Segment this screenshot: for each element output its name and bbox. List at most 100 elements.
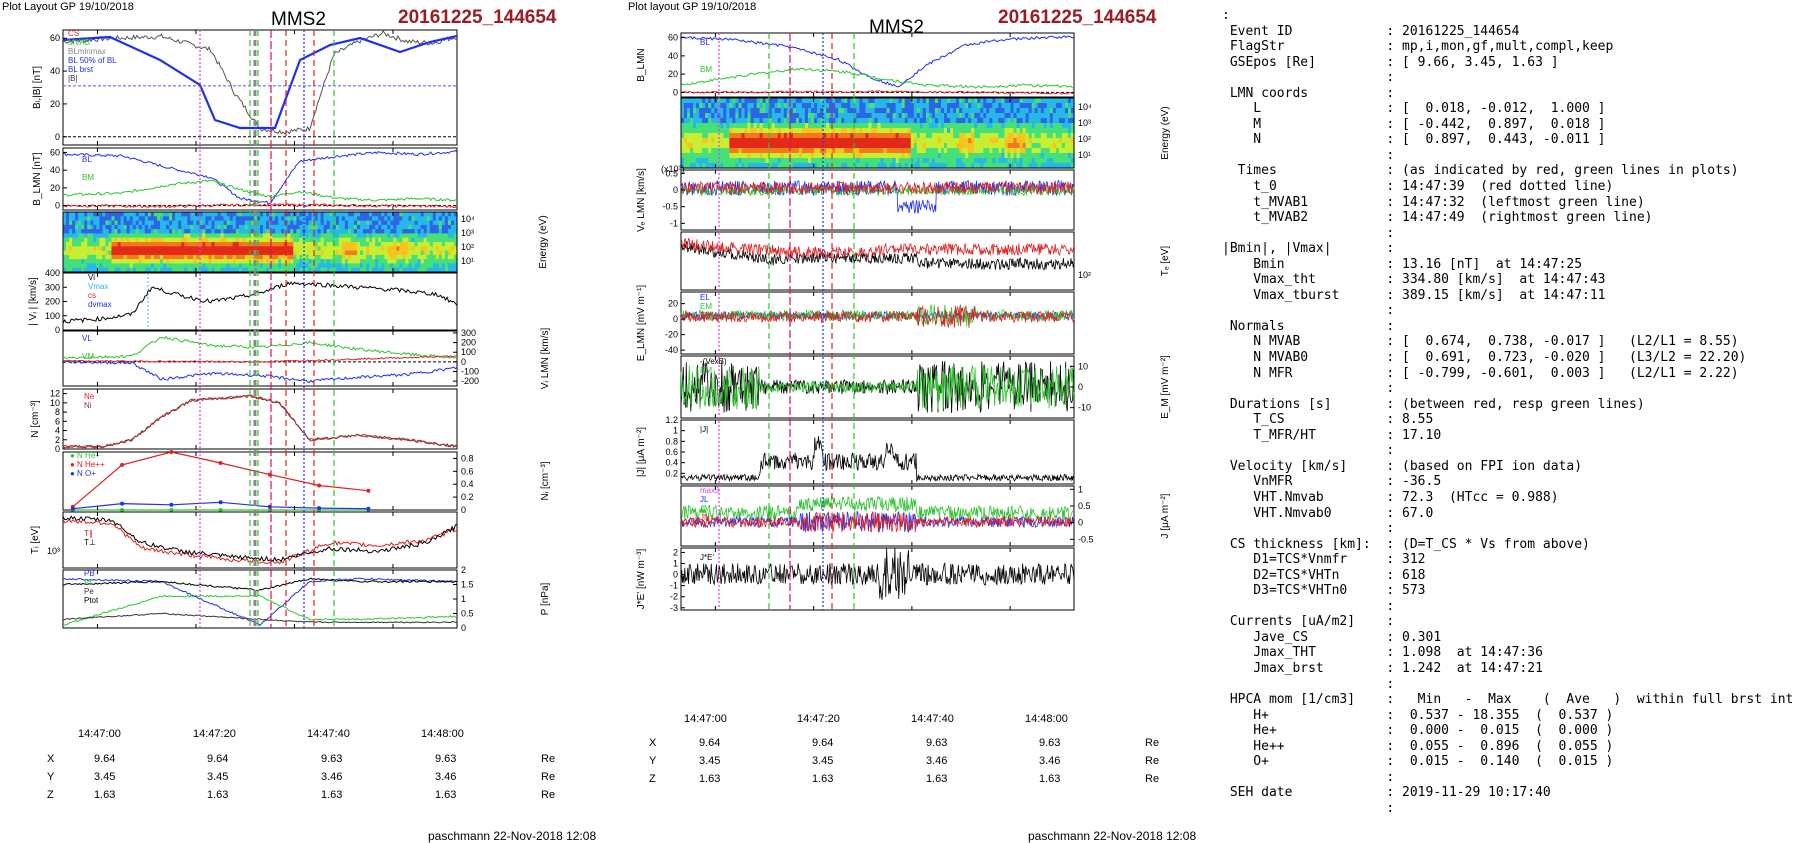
info-line: LMN coords : <box>1222 85 1395 101</box>
legend-entry: JM <box>700 504 711 513</box>
info-line: T_CS : 8.55 <box>1222 412 1434 428</box>
legend-entry: BL <box>82 155 92 164</box>
spectrogram-frame <box>680 97 1075 169</box>
hpca-point <box>169 502 174 507</box>
left-row-x-v2: 9.64 <box>207 753 229 765</box>
panel-ion-spectrogram <box>63 212 458 273</box>
legend-entry: T∥ <box>84 529 93 538</box>
left-row-x-v1: 9.64 <box>94 753 116 765</box>
mid-panel-electron-spectrogram <box>681 98 1075 169</box>
legend-entry: cs <box>88 291 96 300</box>
info-line: GSEpos [Re] : [ 9.66, 3.45, 1.63 ] <box>1222 54 1559 70</box>
series-line-t- <box>62 515 458 562</box>
tick-label: 0.6 <box>461 466 474 476</box>
tick-label: 8 <box>55 407 60 417</box>
bl-smooth-line <box>62 34 458 130</box>
info-line: t_MVAB1 : 14:47:32 (leftmost green line) <box>1222 194 1645 210</box>
legend-entry: Ne <box>84 392 95 401</box>
tick-label: 0 <box>673 185 678 195</box>
series-line-bn <box>62 202 458 209</box>
left-row-x-unit: Re <box>541 753 556 765</box>
tick-label: 10¹ <box>461 256 474 266</box>
tick-label: -100 <box>461 367 479 377</box>
tick-label: 0 <box>1078 382 1083 392</box>
info-line: HPCA mom [1/cm3] : Min - Max ( Ave ) wit… <box>1222 692 1794 708</box>
info-line: VHT.Nmvab0 : 67.0 <box>1222 505 1434 521</box>
info-line: Jmax_THT : 1.098 at 14:47:36 <box>1222 645 1543 661</box>
info-line: Jmax_brst : 1.242 at 14:47:21 <box>1222 660 1543 676</box>
left-row-z-v4: 1.63 <box>435 789 457 801</box>
spectrogram-frame <box>62 211 458 273</box>
tick-label: 0 <box>55 132 60 142</box>
left-row-y-v4: 3.46 <box>435 771 457 783</box>
info-line: N MVAB0 : [ 0.691, 0.723, -0.020 ] (L3/L… <box>1222 350 1747 366</box>
tick-label: 1 <box>673 559 678 569</box>
series-line-pb <box>62 577 458 627</box>
tick-label: 10² <box>461 242 474 252</box>
left-tick-1: 14:47:00 <box>78 728 121 740</box>
tick-label: 2 <box>55 435 60 445</box>
legend-entry: EN <box>700 311 711 320</box>
info-line: VHT.Nmvab : 72.3 (HTcc = 0.988) <box>1222 489 1559 505</box>
axis-label: Tₑ [eV] <box>1160 246 1171 277</box>
tick-label: -0.5 <box>1078 534 1094 544</box>
left-tick-2: 14:47:20 <box>193 728 236 740</box>
info-line: : <box>1222 443 1395 459</box>
series-line-pe <box>63 612 458 624</box>
legend-entry: Ptot <box>84 596 99 605</box>
left-row-y-v1: 3.45 <box>94 771 116 783</box>
axis-label: E_LMN [mV m⁻¹] <box>636 285 647 362</box>
mid-row-y-unit: Re <box>1145 755 1160 767</box>
mid-row-z-v4: 1.63 <box>1039 773 1061 785</box>
info-line: Bmin : 13.16 [nT] at 14:47:25 <box>1222 256 1583 272</box>
axis-label: Energy (eV) <box>1160 106 1171 159</box>
tick-label: -2 <box>670 592 678 602</box>
legend-entry: Pe <box>84 587 94 596</box>
axis-label: |J| [μA m⁻²] <box>636 427 647 477</box>
tick-label: 200 <box>45 297 60 307</box>
mid-row-z-v3: 1.63 <box>926 773 948 785</box>
event-info-panel: : Event ID : 20161225_144654 FlagStr : m… <box>1222 8 1802 816</box>
axis-label: J*E' [nW m⁻³] <box>636 549 647 610</box>
e-n-line <box>680 305 1075 328</box>
info-line: D3=TCS*VHTn0 : 573 <box>1222 583 1426 599</box>
tick-label: 0.5 <box>665 168 678 178</box>
info-line: : <box>1222 225 1395 241</box>
tick-label: 0 <box>55 444 60 454</box>
axis-label: N [cm⁻³] <box>30 400 41 438</box>
tick-label: 60 <box>50 33 60 43</box>
panel-bmag <box>62 29 458 146</box>
info-line: : <box>1222 598 1395 614</box>
legend-entry: |B| <box>68 74 78 83</box>
left-row-z-v1: 1.63 <box>94 789 116 801</box>
hpca-point <box>366 506 371 511</box>
tick-label: 400 <box>45 268 60 278</box>
mid-event-label: 20161225_144654 <box>998 7 1157 28</box>
left-probe-label: MMS2 <box>271 9 326 30</box>
hpca-point <box>218 461 223 465</box>
mid-row-y-v4: 3.46 <box>1039 755 1061 767</box>
series-line-pi <box>62 594 458 626</box>
legend-entry: dvmax <box>88 300 112 309</box>
tick-label: 0.2 <box>665 468 678 478</box>
info-line: : <box>1222 70 1395 86</box>
legend-entry: ● N O+ <box>70 469 96 478</box>
tick-label: 1 <box>673 426 678 436</box>
tick-label: 20 <box>668 299 678 309</box>
info-line: |Bmin|, |Vmax| : <box>1222 241 1395 257</box>
info-line: Currents [uA/m2] : <box>1222 614 1395 630</box>
legend-entry: BL <box>700 38 710 47</box>
info-line: : <box>1222 303 1395 319</box>
legend-entry: T⊥ <box>84 538 96 547</box>
left-row-z-unit: Re <box>541 789 556 801</box>
tick-label: 10² <box>1078 134 1091 144</box>
info-line: : <box>1222 8 1230 23</box>
legend-entry: JL <box>700 495 709 504</box>
info-line: : <box>1222 800 1395 816</box>
left-plot-header: Plot Layout GP 19/10/2018 <box>2 1 134 13</box>
info-line: Velocity [km/s] : (based on FPI ion data… <box>1222 458 1583 474</box>
tick-label: 40 <box>50 66 60 76</box>
legend-entry: BL brst <box>68 65 94 74</box>
tick-label: -1 <box>670 218 678 228</box>
legend-entry: PB <box>84 569 95 578</box>
